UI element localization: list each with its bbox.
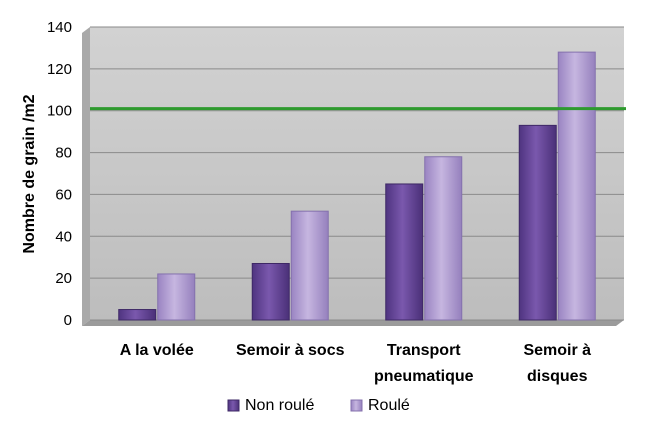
plot-area: 0 20 40 60 80 100 120 140 A la volée Semoir à soc… <box>47 19 626 414</box>
x-tick-label-line: disques <box>527 368 588 385</box>
x-tick-label-line: A la volée <box>120 342 194 359</box>
x-tick-label-line: pneumatique <box>374 368 474 385</box>
y-tick-label: 0 <box>64 312 72 329</box>
y-tick-label: 120 <box>47 61 72 78</box>
y-axis-title: Nombre de grain /m2 <box>21 94 38 253</box>
bar <box>157 273 196 321</box>
bar <box>118 309 157 321</box>
bar <box>557 51 596 321</box>
bar <box>251 262 290 321</box>
x-tick-label: Transport pneumatique <box>374 342 474 385</box>
y-tick-label: 40 <box>55 228 72 245</box>
bar <box>424 156 463 321</box>
y-tick-label: 100 <box>47 103 72 120</box>
plot-side-wall <box>82 27 90 326</box>
x-tick-label-line: Semoir à socs <box>236 342 345 359</box>
legend-label: Non roulé <box>245 397 314 414</box>
legend-label: Roulé <box>368 397 410 414</box>
bar <box>518 124 557 321</box>
x-tick-label: Semoir à disques <box>523 342 591 385</box>
x-tick-label: A la volée <box>120 342 194 359</box>
x-tick-label-line: Transport <box>387 342 461 359</box>
y-tick-label: 60 <box>55 186 72 203</box>
y-tick-label: 80 <box>55 145 72 162</box>
bar <box>290 210 329 321</box>
bar <box>385 183 424 321</box>
y-tick-label: 140 <box>47 19 72 36</box>
y-tick-label: 20 <box>55 270 72 287</box>
legend-swatch <box>227 399 240 412</box>
x-tick-label-line: Semoir à <box>523 342 591 359</box>
x-tick-label: Semoir à socs <box>236 342 345 359</box>
legend-swatch <box>350 399 363 412</box>
plot-floor <box>82 320 624 326</box>
